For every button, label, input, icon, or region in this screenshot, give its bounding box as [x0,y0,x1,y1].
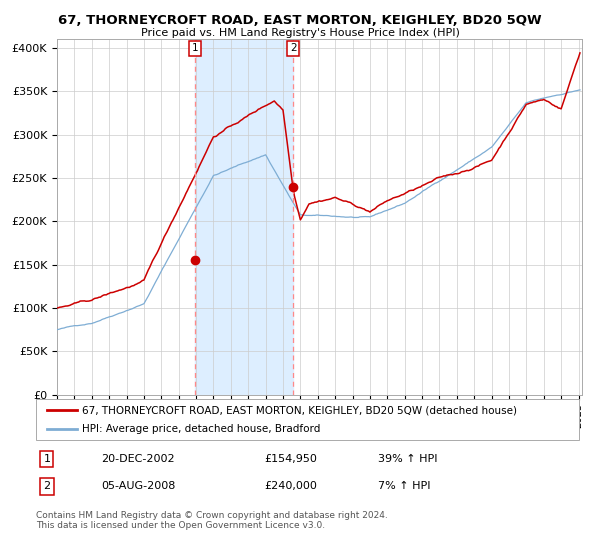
Text: 1: 1 [192,44,199,53]
Text: £154,950: £154,950 [264,454,317,464]
Text: £240,000: £240,000 [264,482,317,492]
Bar [196,39,293,395]
Text: 2: 2 [290,44,296,53]
Text: 20-DEC-2002: 20-DEC-2002 [101,454,175,464]
Text: 67, THORNEYCROFT ROAD, EAST MORTON, KEIGHLEY, BD20 5QW: 67, THORNEYCROFT ROAD, EAST MORTON, KEIG… [58,14,542,27]
Text: 2: 2 [43,482,50,492]
Text: 67, THORNEYCROFT ROAD, EAST MORTON, KEIGHLEY, BD20 5QW (detached house): 67, THORNEYCROFT ROAD, EAST MORTON, KEIG… [82,405,517,415]
Text: 39% ↑ HPI: 39% ↑ HPI [378,454,437,464]
Text: Contains HM Land Registry data © Crown copyright and database right 2024.
This d: Contains HM Land Registry data © Crown c… [36,511,388,530]
Text: 1: 1 [43,454,50,464]
Text: HPI: Average price, detached house, Bradford: HPI: Average price, detached house, Brad… [82,424,320,433]
Text: 7% ↑ HPI: 7% ↑ HPI [378,482,431,492]
Text: 05-AUG-2008: 05-AUG-2008 [101,482,176,492]
Text: Price paid vs. HM Land Registry's House Price Index (HPI): Price paid vs. HM Land Registry's House … [140,28,460,38]
